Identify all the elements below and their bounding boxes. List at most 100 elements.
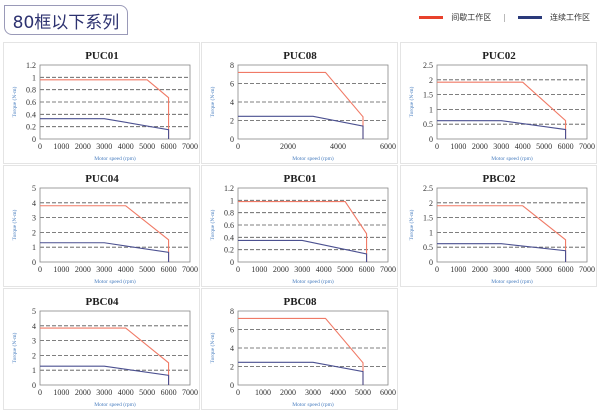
x-axis-label: Motor speed (rpm) <box>94 401 136 408</box>
y-tick-label: 0.2 <box>26 123 36 132</box>
y-tick-label: 1 <box>32 243 36 252</box>
continuous-curve <box>437 243 567 262</box>
chart-title: PBC01 <box>284 173 317 185</box>
y-tick-label: 1 <box>429 228 433 237</box>
y-axis-label: Torque (N-m) <box>11 87 18 118</box>
plot-frame <box>39 310 191 386</box>
x-tick-label: 4000 <box>330 388 346 397</box>
chart-svg: PUC04 0 1 2 3 4 5 0 1000 2000 3000 4000 5000 6000 7000… <box>11 173 198 285</box>
x-tick-label: 2000 <box>75 265 91 274</box>
x-axis-label: Motor speed (rpm) <box>491 278 533 285</box>
x-tick-label: 6000 <box>161 142 177 151</box>
intermittent-curve <box>40 205 170 262</box>
x-tick-label: 3000 <box>96 388 112 397</box>
chart-puc01: PUC01 0 0.2 0.4 0.6 0.8 1 1.2 0 1000 2000 3000 4000 5… <box>3 42 200 164</box>
x-tick-label: 4000 <box>118 265 134 274</box>
y-tick-label: 4 <box>230 98 234 107</box>
x-tick-label: 2000 <box>273 265 289 274</box>
x-tick-label: 6000 <box>161 265 177 274</box>
y-tick-label: 0.5 <box>423 120 433 129</box>
x-tick-label: 7000 <box>579 142 595 151</box>
chart-title: PUC04 <box>85 173 119 185</box>
y-tick-label: 0 <box>32 381 36 390</box>
y-tick-label: 0.2 <box>224 246 234 255</box>
chart-svg: PBC08 0 2 4 6 8 0 1000 2000 3000 4000 5000 6000 Motor… <box>209 296 396 408</box>
chart-grid: PUC01 0 0.2 0.4 0.6 0.8 1 1.2 0 1000 2000 3000 4000 5… <box>3 42 597 411</box>
y-tick-label: 6 <box>230 80 234 89</box>
x-axis-label: Motor speed (rpm) <box>292 401 334 408</box>
y-tick-label: 3 <box>32 214 36 223</box>
y-tick-label: 2.5 <box>423 61 433 70</box>
chart-title: PUC02 <box>482 50 516 62</box>
y-tick-label: 3 <box>32 337 36 346</box>
x-axis-label: Motor speed (rpm) <box>292 278 334 285</box>
chart-title: PBC02 <box>483 173 517 185</box>
x-tick-label: 2000 <box>472 142 488 151</box>
y-tick-label: 1.2 <box>224 184 234 193</box>
y-tick-label: 2 <box>32 228 36 237</box>
y-tick-label: 1 <box>32 73 36 82</box>
x-tick-label: 4000 <box>515 265 531 274</box>
chart-puc04: PUC04 0 1 2 3 4 5 0 1000 2000 3000 4000 5000 6000 7000… <box>3 165 200 287</box>
chart-svg: PUC08 0 2 4 6 8 0 2000 4000 6000 Motor speed (rpm)… <box>209 50 396 162</box>
intermittent-curve <box>238 317 364 385</box>
x-tick-label: 4000 <box>118 388 134 397</box>
chart-pbc01: PBC01 0 0.2 0.4 0.6 0.8 1 1.2 0 1000 2000 3000 4000 5… <box>201 165 398 287</box>
y-axis-label: Torque (N-m) <box>209 333 216 364</box>
chart-title: PUC01 <box>85 50 119 62</box>
x-tick-label: 7000 <box>579 265 595 274</box>
legend-swatch-continuous <box>518 16 542 19</box>
y-tick-label: 0 <box>32 135 36 144</box>
x-tick-label: 5000 <box>139 142 155 151</box>
chart-pbc08: PBC08 0 2 4 6 8 0 1000 2000 3000 4000 5000 6000 Motor… <box>201 288 398 410</box>
intermittent-curve <box>238 71 364 139</box>
x-axis-label: Motor speed (rpm) <box>94 155 136 162</box>
y-tick-label: 8 <box>230 61 234 70</box>
y-tick-label: 1.5 <box>423 91 433 100</box>
y-tick-label: 0 <box>429 258 433 267</box>
continuous-curve <box>40 365 170 385</box>
x-tick-label: 3000 <box>96 142 112 151</box>
intermittent-curve <box>437 81 567 139</box>
x-axis-label: Motor speed (rpm) <box>491 155 533 162</box>
x-tick-label: 6000 <box>558 142 574 151</box>
legend-swatch-intermittent <box>419 16 444 19</box>
x-tick-label: 6000 <box>558 265 574 274</box>
x-tick-label: 6000 <box>380 142 396 151</box>
x-tick-label: 3000 <box>305 388 321 397</box>
continuous-curve <box>40 242 170 262</box>
y-tick-label: 8 <box>230 307 234 316</box>
legend: 间歇工作区 | 连续工作区 <box>419 12 590 23</box>
y-axis-label: Torque (N-m) <box>11 210 18 241</box>
y-axis-label: Torque (N-m) <box>209 87 216 118</box>
x-tick-label: 2000 <box>75 388 91 397</box>
x-tick-label: 7000 <box>182 388 198 397</box>
x-tick-label: 0 <box>38 265 42 274</box>
y-tick-label: 0 <box>230 258 234 267</box>
plot-frame <box>237 310 389 386</box>
y-tick-label: 4 <box>32 322 36 331</box>
x-tick-label: 7000 <box>380 265 396 274</box>
plot-frame <box>237 64 389 140</box>
x-tick-label: 6000 <box>380 388 396 397</box>
y-tick-label: 2 <box>230 117 234 126</box>
x-tick-label: 1000 <box>450 265 466 274</box>
x-tick-label: 5000 <box>139 388 155 397</box>
y-tick-label: 1 <box>429 105 433 114</box>
chart-puc02: PUC02 0 0.5 1 1.5 2 2.5 0 1000 2000 3000 4000 5000 60… <box>400 42 597 164</box>
plot-frame <box>39 64 191 140</box>
y-tick-label: 0.8 <box>224 209 234 218</box>
y-axis-label: Torque (N-m) <box>209 210 216 241</box>
x-tick-label: 5000 <box>337 265 353 274</box>
x-tick-label: 7000 <box>182 142 198 151</box>
chart-svg: PUC01 0 0.2 0.4 0.6 0.8 1 1.2 0 1000 2000 3000 4000 5… <box>11 50 198 162</box>
chart-title: PBC04 <box>86 296 120 308</box>
x-tick-label: 0 <box>38 388 42 397</box>
chart-pbc02: PBC02 0 0.5 1 1.5 2 2.5 0 1000 2000 3000 4000 5000 60… <box>400 165 597 287</box>
x-tick-label: 0 <box>435 142 439 151</box>
continuous-curve <box>238 239 368 262</box>
chart-svg: PUC02 0 0.5 1 1.5 2 2.5 0 1000 2000 3000 4000 5000 60… <box>408 50 595 162</box>
y-tick-label: 4 <box>230 344 234 353</box>
y-tick-label: 2 <box>429 76 433 85</box>
